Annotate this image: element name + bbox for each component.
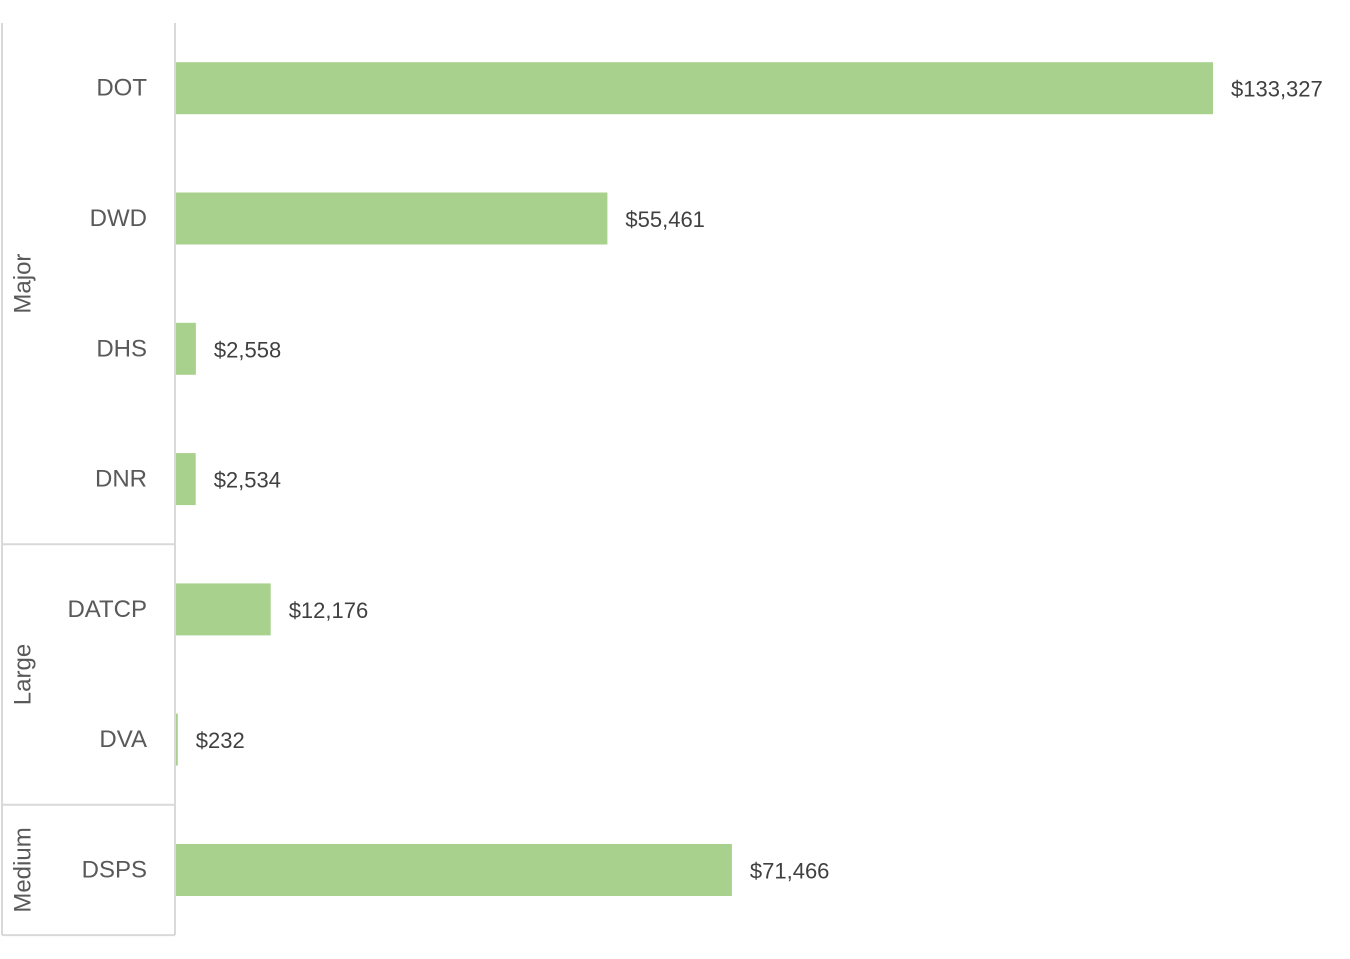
- category-label-dsps: DSPS: [82, 857, 147, 884]
- value-labels: $133,327 $55,461 $2,558 $2,534 $12,176 $232 $7…: [196, 77, 1323, 884]
- bar-dsps: [176, 844, 732, 896]
- group-label-large: Large: [10, 644, 37, 705]
- group-label-major: Major: [10, 254, 37, 314]
- bar-dwd: [176, 192, 608, 245]
- data-label-dva: $232: [196, 728, 245, 753]
- category-label-dot: DOT: [96, 75, 147, 102]
- data-label-dot: $133,327: [1231, 77, 1323, 102]
- category-label-dhs: DHS: [96, 335, 147, 362]
- bars: [176, 62, 1213, 896]
- category-label-datcp: DATCP: [67, 596, 147, 623]
- category-label-dva: DVA: [99, 726, 147, 753]
- data-label-datcp: $12,176: [289, 598, 369, 623]
- category-label-dnr: DNR: [95, 466, 147, 493]
- bar-dnr: [176, 453, 196, 506]
- axis-lines: [1, 23, 176, 937]
- data-label-dhs: $2,558: [214, 337, 281, 362]
- category-label-dwd: DWD: [90, 205, 147, 232]
- group-label-medium: Medium: [10, 827, 37, 912]
- group-labels: Major Large Medium: [10, 254, 37, 913]
- data-label-dwd: $55,461: [625, 207, 705, 232]
- bar-dot: [176, 62, 1213, 115]
- bar-dhs: [176, 322, 196, 375]
- data-label-dnr: $2,534: [214, 468, 281, 493]
- data-label-dsps: $71,466: [750, 859, 830, 884]
- category-labels: DOT DWD DHS DNR DATCP DVA DSPS: [67, 75, 147, 884]
- bar-dva: [176, 713, 178, 766]
- bar-datcp: [176, 583, 271, 636]
